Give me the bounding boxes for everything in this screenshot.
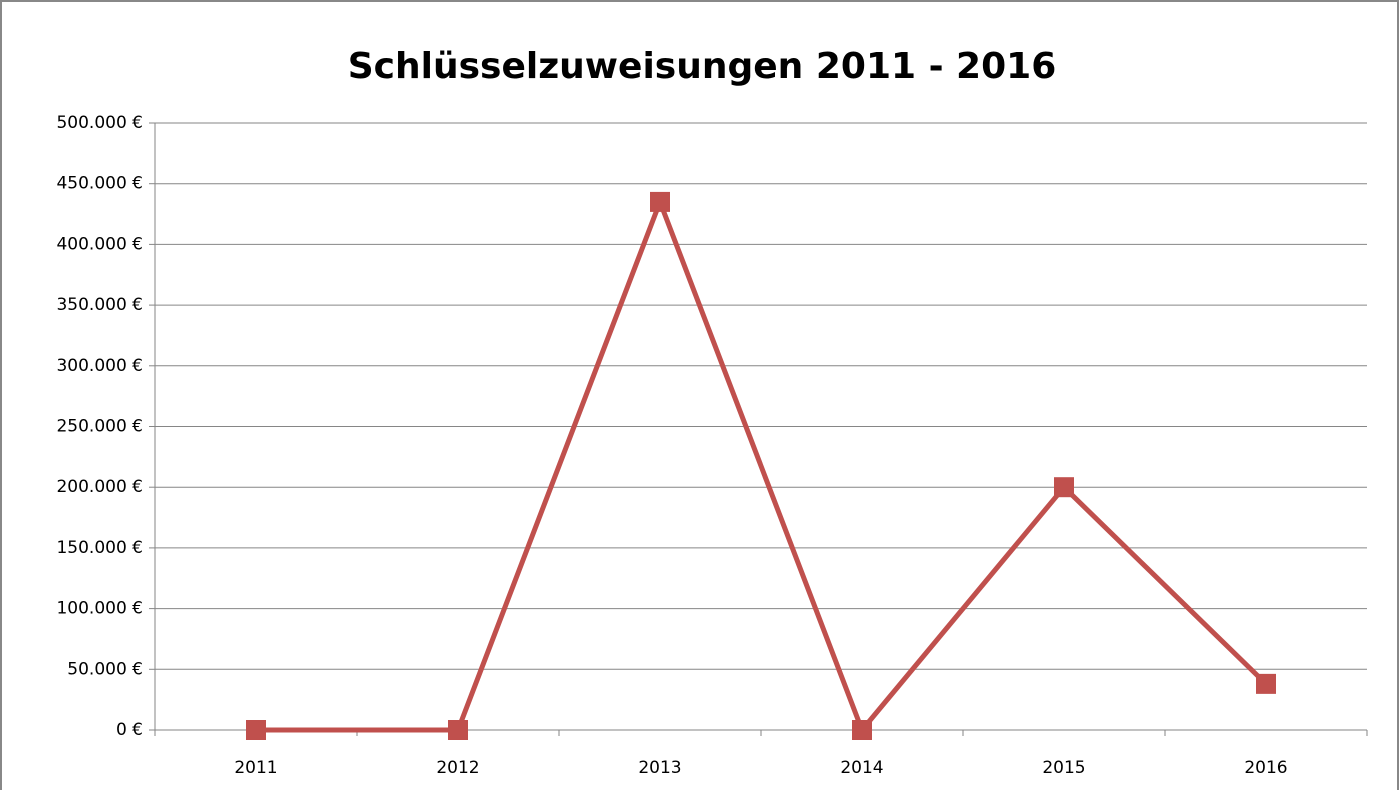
y-tick-label: 500.000 €	[56, 113, 143, 133]
x-tick-label: 2012	[436, 758, 479, 778]
x-tick-label: 2011	[234, 758, 277, 778]
x-tick-label: 2014	[840, 758, 883, 778]
x-tick-label: 2016	[1244, 758, 1287, 778]
y-tick-label: 200.000 €	[56, 477, 143, 497]
y-tick-label: 250.000 €	[56, 417, 143, 437]
data-marker	[852, 720, 872, 740]
x-tick-label: 2013	[638, 758, 681, 778]
chart-title: Schlüsselzuweisungen 2011 - 2016	[348, 46, 1057, 87]
data-marker	[1256, 673, 1276, 694]
y-tick-label: 100.000 €	[56, 599, 143, 619]
y-tick-label: 50.000 €	[67, 659, 143, 679]
y-tick-label: 0 €	[116, 720, 143, 740]
series-line	[256, 199, 1268, 733]
y-tick-label: 150.000 €	[56, 538, 143, 558]
y-tick-label: 300.000 €	[56, 356, 143, 376]
data-marker	[650, 191, 670, 212]
y-tick-label: 400.000 €	[56, 234, 143, 254]
data-marker	[246, 720, 266, 740]
x-tick-label: 2015	[1042, 758, 1085, 778]
y-tick-label: 350.000 €	[56, 295, 143, 315]
y-tick-label: 450.000 €	[56, 174, 143, 194]
data-marker	[1054, 477, 1074, 498]
data-marker	[448, 720, 468, 740]
